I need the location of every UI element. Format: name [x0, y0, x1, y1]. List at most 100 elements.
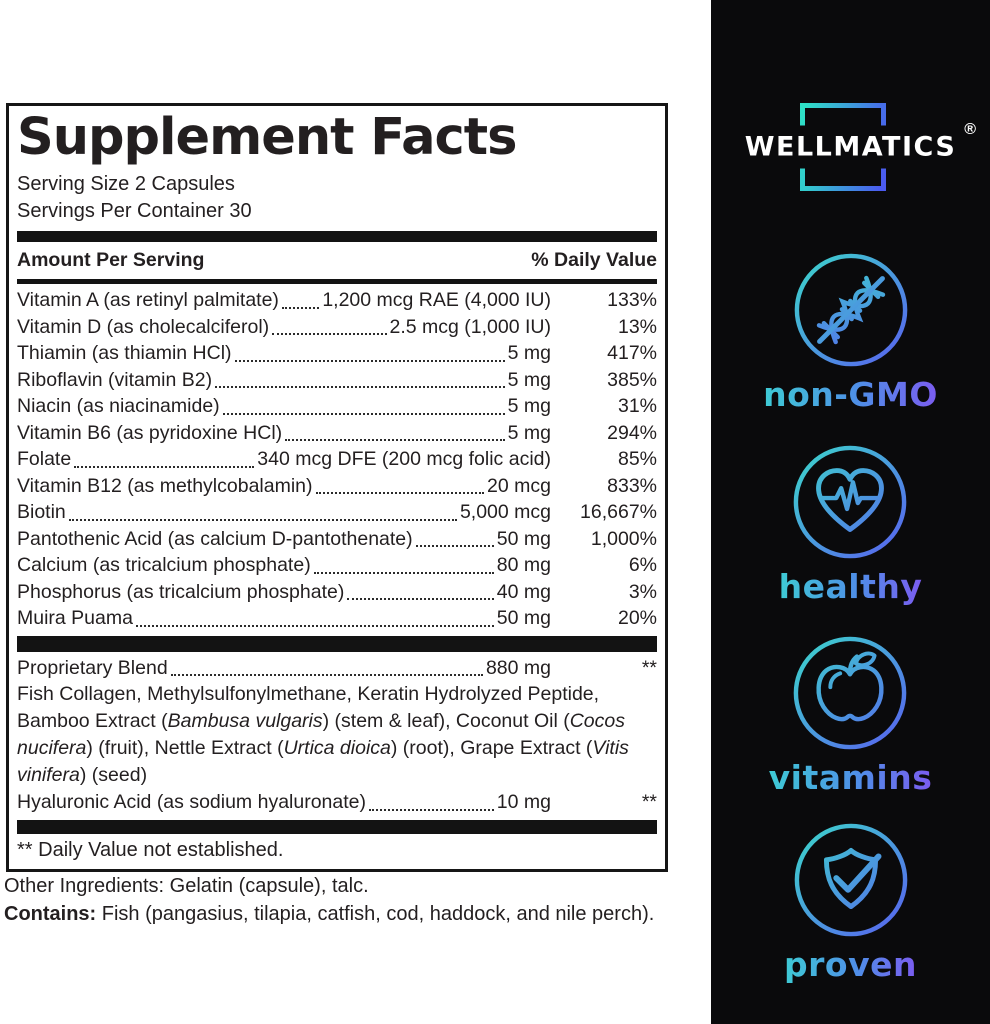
nutrient-row: Riboflavin (vitamin B2) 5 mg 385%: [17, 367, 657, 394]
nutrient-dv: 6%: [628, 554, 657, 576]
serving-size: Serving Size 2 Capsules: [17, 173, 235, 195]
nutrient-amount: 5,000 mcg: [459, 501, 551, 523]
contains-label: Contains:: [4, 903, 97, 925]
supplement-facts-title: Supplement Facts: [17, 108, 518, 167]
nutrient-row: Pantothenic Acid (as calcium D-pantothen…: [17, 526, 657, 553]
nutrient-name: Thiamin (as thiamin HCl): [17, 342, 232, 364]
nutrient-name: Pantothenic Acid (as calcium D-pantothen…: [17, 527, 413, 550]
header-amount-per-serving: Amount Per Serving: [17, 249, 205, 271]
nutrient-row: Muira Puama 50 mg 20%: [17, 605, 657, 632]
nutrient-amount: 40 mg: [496, 580, 551, 603]
badge-label: vitamins: [768, 758, 933, 797]
nutrient-name: Muira Puama: [17, 607, 133, 629]
nutrient-name: Vitamin A (as retinyl palmitate): [17, 289, 279, 311]
nutrient-amount: 20 mcg: [487, 474, 551, 497]
dna-crossed-icon: [794, 253, 907, 367]
nutrient-amount: 50 mg: [496, 527, 551, 550]
nutrient-name: Niacin (as niacinamide): [17, 395, 220, 417]
supplement-facts-box: Supplement Facts Serving Size 2 Capsules…: [6, 103, 668, 872]
nutrient-rows: Vitamin A (as retinyl palmitate) 1,200 mc…: [17, 287, 657, 632]
below-box-text: Other Ingredients: Gelatin (capsule), ta…: [4, 872, 704, 928]
dot-leader: [170, 674, 483, 676]
badge-label: non-GMO: [763, 375, 938, 414]
nutrient-dv: 20%: [617, 607, 657, 629]
nutrient-row: Calcium (as tricalcium phosphate) 80 mg 6%: [17, 552, 657, 579]
heart-pulse-icon: [794, 445, 907, 559]
nutrient-row: Thiamin (as thiamin HCl) 5 mg 417%: [17, 340, 657, 367]
header-daily-value: % Daily Value: [531, 249, 657, 271]
proprietary-blend-row: Proprietary Blend 880 mg **: [17, 655, 657, 682]
nutrient-name: Phosphorus (as tricalcium phosphate): [17, 580, 345, 603]
dot-leader: [347, 598, 494, 600]
registered-trademark-icon: ®: [964, 121, 976, 138]
nutrient-name: Hyaluronic Acid (as sodium hyaluronate): [17, 791, 367, 813]
dot-leader: [135, 624, 494, 627]
nutrient-row: Niacin (as niacinamide) 5 mg 31%: [17, 393, 657, 420]
dot-leader: [234, 359, 505, 362]
nutrient-amount: 5 mg: [507, 395, 551, 417]
dot-leader: [222, 412, 505, 415]
nutrient-name: Vitamin D (as cholecalciferol): [17, 315, 270, 338]
nutrient-row: Vitamin B6 (as pyridoxine HCl) 5 mg 294%: [17, 420, 657, 447]
badge-healthy: healthy: [779, 443, 923, 607]
table-header: Amount Per Serving % Daily Value: [17, 246, 657, 274]
nutrient-name: Vitamin B12 (as methylcobalamin): [17, 474, 313, 497]
badge-non-gmo: non-GMO: [763, 251, 938, 415]
wellmatics-logo: WELLMATICS ®: [711, 103, 990, 191]
servings-per-container: Servings Per Container 30: [17, 200, 252, 222]
nutrient-amount: 50 mg: [496, 607, 551, 629]
nutrient-amount: 5 mg: [507, 342, 551, 364]
nutrient-dv: 1,000%: [590, 527, 657, 550]
nutrient-dv: 385%: [607, 368, 657, 391]
brand-sidebar: WELLMATICS ® non-GMO: [711, 0, 990, 1024]
nutrient-name: Biotin: [17, 501, 66, 523]
nutrient-dv: 3%: [628, 580, 657, 603]
nutrient-amount: 80 mg: [496, 554, 551, 576]
nutrient-row: Vitamin A (as retinyl palmitate) 1,200 mc…: [17, 287, 657, 314]
nutrient-name: Folate: [17, 448, 72, 470]
nutrient-dv: 294%: [607, 421, 657, 444]
daily-value-footnote: ** Daily Value not established.: [17, 838, 284, 861]
badge-label: healthy: [778, 567, 923, 606]
dot-leader: [68, 518, 457, 521]
dot-leader: [281, 306, 320, 309]
apple-icon: [794, 636, 907, 750]
nutrient-name: Riboflavin (vitamin B2): [17, 368, 213, 391]
nutrient-dv: 85%: [617, 448, 657, 470]
divider-thick: [17, 231, 657, 242]
nutrient-name: Calcium (as tricalcium phosphate): [17, 554, 311, 576]
nutrient-dv: 13%: [617, 315, 657, 338]
badge-label: proven: [784, 945, 917, 984]
divider-medium: [17, 279, 657, 284]
nutrient-amount: 10 mg: [496, 791, 551, 813]
nutrient-amount: 1,200 mcg RAE (4,000 IU): [322, 289, 551, 311]
contains-text: Fish (pangasius, tilapia, catfish, cod, …: [96, 903, 655, 925]
blend-description: Fish Collagen, Methylsulfonylmethane, Ke…: [17, 683, 629, 786]
nutrient-row: Vitamin D (as cholecalciferol) 2.5 mcg (1…: [17, 314, 657, 341]
nutrient-amount: 880 mg: [485, 656, 551, 679]
nutrient-row: Vitamin B12 (as methylcobalamin) 20 mcg 83…: [17, 473, 657, 500]
nutrient-row: Phosphorus (as tricalcium phosphate) 40 m…: [17, 579, 657, 606]
nutrient-dv: 133%: [607, 289, 657, 311]
badge-vitamins: vitamins: [769, 634, 933, 798]
nutrient-row: Biotin 5,000 mcg 16,667%: [17, 499, 657, 526]
nutrient-amount: 340 mcg DFE (200 mcg folic acid): [257, 448, 551, 470]
nutrient-dv: 16,667%: [580, 501, 657, 523]
divider-thick: [17, 819, 657, 834]
nutrient-dv: 417%: [607, 342, 657, 364]
dot-leader: [215, 386, 505, 388]
label-area: Supplement Facts Serving Size 2 Capsules…: [4, 103, 704, 928]
nutrient-amount: 5 mg: [507, 421, 551, 444]
nutrient-name: Proprietary Blend: [17, 656, 168, 679]
hyaluronic-acid-row: Hyaluronic Acid (as sodium hyaluronate) …: [17, 789, 657, 816]
brand-name: WELLMATICS: [740, 125, 961, 169]
nutrient-row: Folate 340 mcg DFE (200 mcg folic acid) 85…: [17, 446, 657, 473]
nutrient-name: Vitamin B6 (as pyridoxine HCl): [17, 421, 283, 444]
contains-statement: Contains: Fish (pangasius, tilapia, catf…: [4, 900, 704, 928]
dot-leader: [369, 808, 494, 811]
dot-leader: [74, 465, 255, 468]
dot-leader: [313, 571, 494, 574]
dot-leader: [415, 545, 494, 547]
dot-leader: [272, 333, 387, 335]
